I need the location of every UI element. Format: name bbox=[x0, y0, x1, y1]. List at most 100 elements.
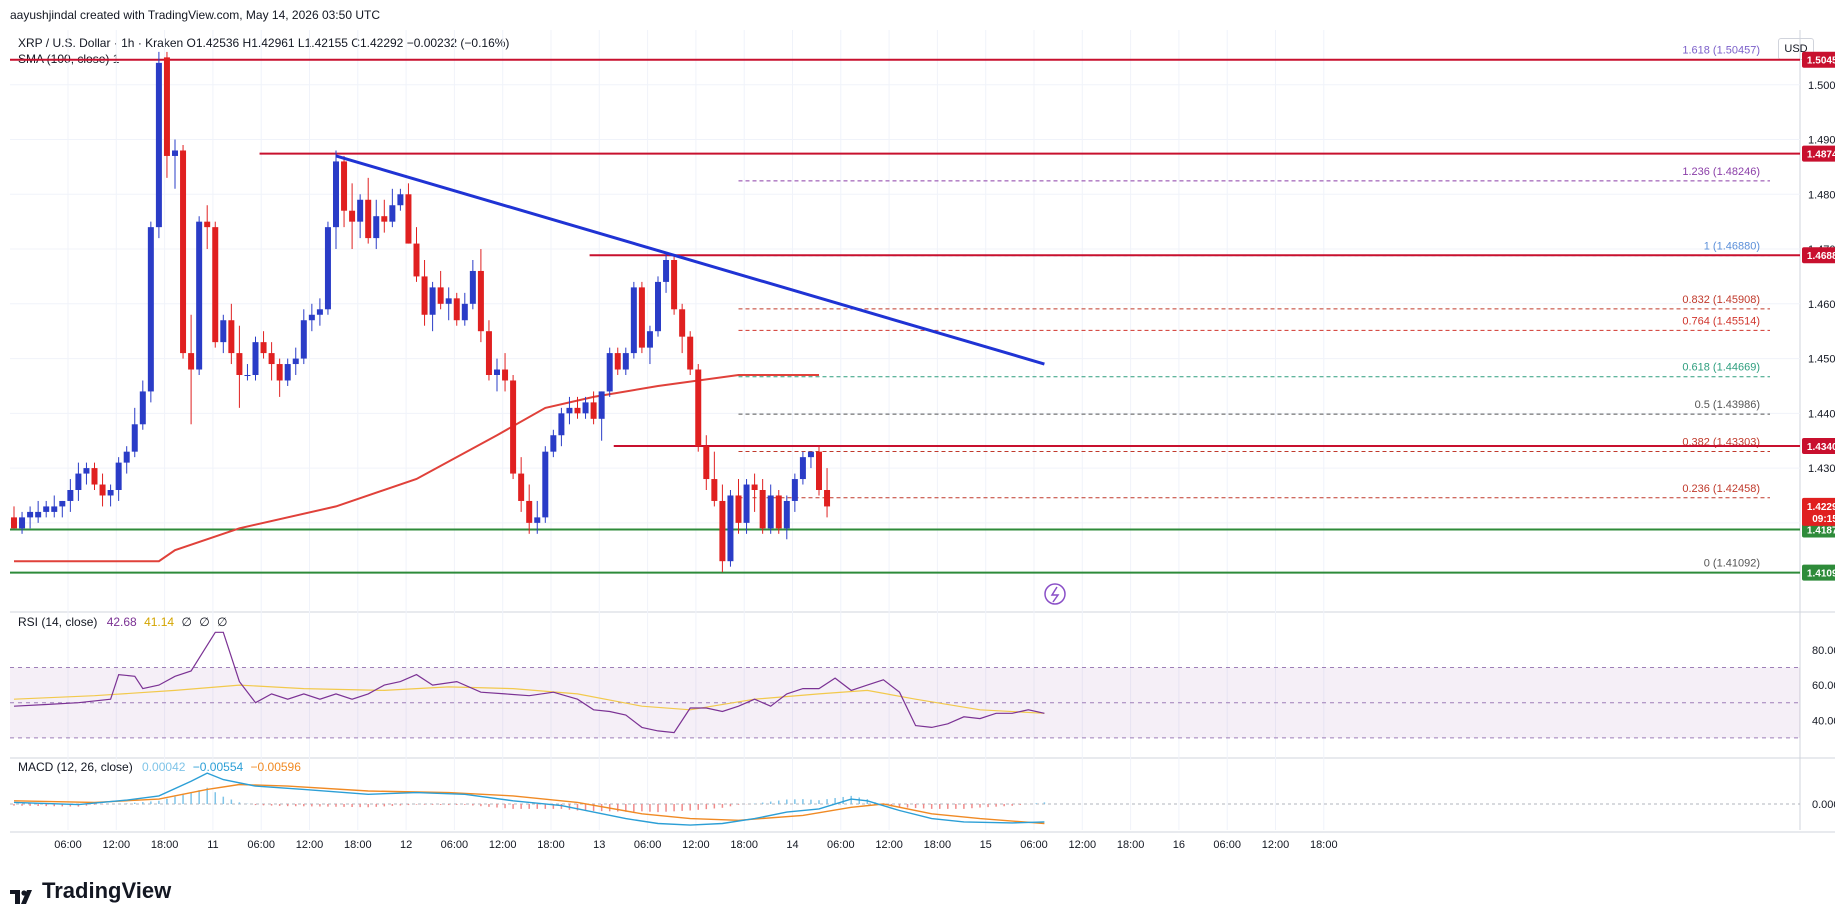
x-tick-label: 18:00 bbox=[730, 839, 758, 851]
candle-body bbox=[735, 495, 742, 523]
sma-line bbox=[14, 374, 819, 563]
x-tick-label: 12:00 bbox=[103, 839, 131, 851]
candle-body bbox=[703, 446, 710, 480]
price-tag bbox=[1802, 247, 1835, 264]
candle-body bbox=[494, 369, 500, 375]
candle-body bbox=[147, 227, 154, 392]
candle-body bbox=[783, 500, 790, 529]
candle-body bbox=[799, 457, 806, 480]
candle-body bbox=[99, 484, 106, 496]
candle-body bbox=[590, 402, 597, 419]
macd-signal-line bbox=[13, 783, 1045, 825]
x-tick-label: 14 bbox=[786, 839, 798, 851]
rsi-empty-3: ∅ bbox=[217, 615, 228, 629]
replay-icon[interactable] bbox=[1044, 583, 1066, 605]
candle-body bbox=[646, 331, 653, 348]
macd-hist-value: 0.00042 bbox=[142, 760, 186, 774]
rsi-title: RSI (14, close) bbox=[18, 615, 98, 629]
rsi-ma-line bbox=[13, 684, 1045, 714]
x-tick-label: 06:00 bbox=[1213, 839, 1241, 851]
fib-level-label: 1 (1.46880) bbox=[1704, 241, 1760, 253]
price-tag-label: 1.48743 bbox=[1807, 150, 1835, 161]
candle-body bbox=[67, 490, 74, 501]
candle-body bbox=[324, 227, 331, 310]
x-tick-label: 13 bbox=[593, 839, 605, 851]
candle-body bbox=[598, 391, 605, 419]
price-tag-label: 1.46887 bbox=[1807, 251, 1835, 262]
candle-body bbox=[421, 276, 428, 315]
candle-body bbox=[558, 413, 565, 436]
price-tag bbox=[1802, 437, 1835, 454]
candle-body bbox=[389, 205, 396, 222]
candle-body bbox=[663, 260, 670, 282]
candle-body bbox=[445, 298, 452, 304]
y-tick-label: 1.48000 bbox=[1808, 189, 1835, 201]
x-tick-label: 18:00 bbox=[151, 839, 179, 851]
x-tick-label: 11 bbox=[207, 839, 218, 851]
price-tag bbox=[1802, 145, 1835, 162]
candle-body bbox=[349, 210, 356, 222]
candle-body bbox=[413, 243, 420, 277]
x-tick-label: 06:00 bbox=[1020, 839, 1048, 851]
candle-body bbox=[123, 451, 130, 463]
candle-body bbox=[27, 511, 34, 518]
last-price-tag bbox=[1802, 497, 1835, 526]
rsi-y-label: 40.00 bbox=[1812, 715, 1835, 727]
x-tick-label: 16 bbox=[1173, 839, 1185, 851]
x-tick-label: 12:00 bbox=[1262, 839, 1290, 851]
rsi-value: 42.68 bbox=[106, 615, 137, 629]
candle-body bbox=[751, 484, 758, 490]
author-line: aayushjindal created with TradingView.co… bbox=[10, 8, 380, 22]
x-tick-label: 18:00 bbox=[344, 839, 372, 851]
x-tick-label: 18:00 bbox=[1117, 839, 1145, 851]
candle-body bbox=[534, 517, 541, 523]
candle-body bbox=[687, 336, 694, 370]
fib-level-label: 0.236 (1.42458) bbox=[1682, 483, 1760, 495]
fib-level-label: 1.236 (1.48246) bbox=[1682, 166, 1760, 178]
x-tick-label: 12:00 bbox=[1069, 839, 1097, 851]
fib-level-label: 0.764 (1.45514) bbox=[1682, 315, 1760, 327]
price-tag-label: 1.50457 bbox=[1807, 56, 1835, 67]
candle-body bbox=[212, 227, 219, 343]
macd-y-label: 0.00000 bbox=[1812, 799, 1835, 811]
candle-body bbox=[469, 270, 476, 304]
candle-body bbox=[300, 320, 307, 359]
candle-body bbox=[711, 479, 718, 501]
x-tick-label: 12 bbox=[400, 839, 412, 851]
y-tick-label: 1.44000 bbox=[1808, 408, 1835, 420]
signal-value: −0.00596 bbox=[250, 760, 301, 774]
x-tick-label: 06:00 bbox=[827, 839, 855, 851]
candle-body bbox=[51, 506, 58, 512]
candle-body bbox=[719, 500, 726, 562]
y-tick-label: 1.46000 bbox=[1808, 299, 1835, 311]
y-tick-label: 1.45000 bbox=[1808, 354, 1835, 366]
candle-body bbox=[341, 161, 348, 211]
candle-body bbox=[550, 435, 557, 452]
candle-body bbox=[91, 468, 98, 485]
macd-line bbox=[13, 772, 1045, 826]
x-tick-label: 12:00 bbox=[875, 839, 903, 851]
candle-body bbox=[220, 320, 227, 343]
y-tick-label: 1.49000 bbox=[1808, 135, 1835, 147]
fib-level-label: 1.618 (1.50457) bbox=[1682, 45, 1760, 57]
candle-body bbox=[679, 309, 686, 337]
tradingview-logo: TradingView bbox=[10, 878, 171, 904]
trendline[interactable] bbox=[335, 154, 1045, 366]
candle-body bbox=[252, 342, 259, 375]
fib-level-label: 0.5 (1.43986) bbox=[1695, 399, 1760, 411]
x-tick-label: 18:00 bbox=[537, 839, 565, 851]
candle-body bbox=[381, 216, 388, 222]
candle-body bbox=[172, 150, 178, 156]
candle-body bbox=[228, 320, 235, 354]
tradingview-logo-icon bbox=[10, 884, 36, 904]
macd-title: MACD (12, 26, close) bbox=[18, 760, 133, 774]
x-tick-label: 18:00 bbox=[924, 839, 952, 851]
candle-body bbox=[816, 451, 822, 490]
y-tick-label: 1.50000 bbox=[1808, 80, 1835, 92]
candle-body bbox=[807, 451, 814, 458]
candle-body bbox=[139, 391, 146, 425]
candle-body bbox=[83, 468, 90, 474]
candle-body bbox=[630, 287, 637, 354]
candle-body bbox=[574, 407, 581, 414]
